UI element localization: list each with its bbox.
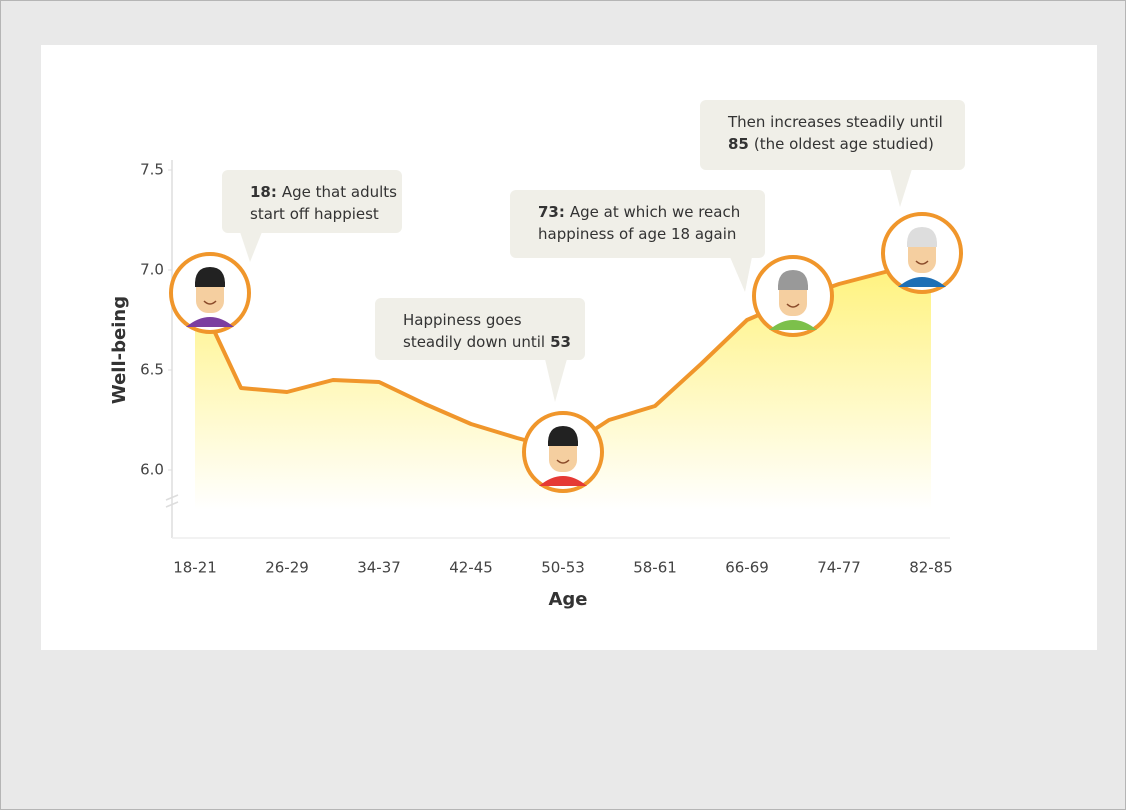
callout-part: Happiness goes [403,311,522,329]
callout-part: steadily down until [403,333,545,351]
y-tick-label: 7.0 [140,261,164,279]
y-tick-label: 6.5 [140,361,164,379]
callout-text: happiness of age 18 again [538,225,736,243]
callout-part: happiness of age 18 again [538,225,736,243]
callout-part: 85 [728,135,749,153]
callout-text: 85 (the oldest age studied) [728,135,934,153]
callout-part: 73: [538,203,565,221]
callout-box [222,170,402,233]
x-tick-label: 42-45 [449,559,493,577]
callout-part: (the oldest age studied) [754,135,934,153]
callout-text: 18: Age that adults [250,183,397,201]
x-tick-label: 66-69 [725,559,769,577]
callout-part: Age that adults [282,183,397,201]
x-tick-label: 74-77 [817,559,861,577]
callout-part: start off happiest [250,205,379,223]
callout-part: Then increases steadily until [727,113,943,131]
y-tick-label: 6.0 [140,461,164,479]
x-tick-label: 34-37 [357,559,401,577]
x-tick-label: 82-85 [909,559,953,577]
callout-part: 18: [250,183,277,201]
x-tick-label: 58-61 [633,559,677,577]
x-axis-title: Age [548,589,587,610]
callout-text: Then increases steadily until [727,113,943,131]
y-tick-label: 7.5 [140,161,164,179]
callout-box [375,298,585,360]
screen: Well-being Age 6.0 6.5 7.0 7.5 18-21 26-29 34-… [0,0,1126,810]
callout-part: 53 [550,333,571,351]
y-axis-title: Well-being [109,296,130,404]
callout-part: Age at which we reach [570,203,740,221]
callout-text: start off happiest [250,205,379,223]
x-tick-label: 50-53 [541,559,585,577]
x-tick-label: 18-21 [173,559,217,577]
callout-text: Happiness goes [403,311,522,329]
x-tick-label: 26-29 [265,559,309,577]
